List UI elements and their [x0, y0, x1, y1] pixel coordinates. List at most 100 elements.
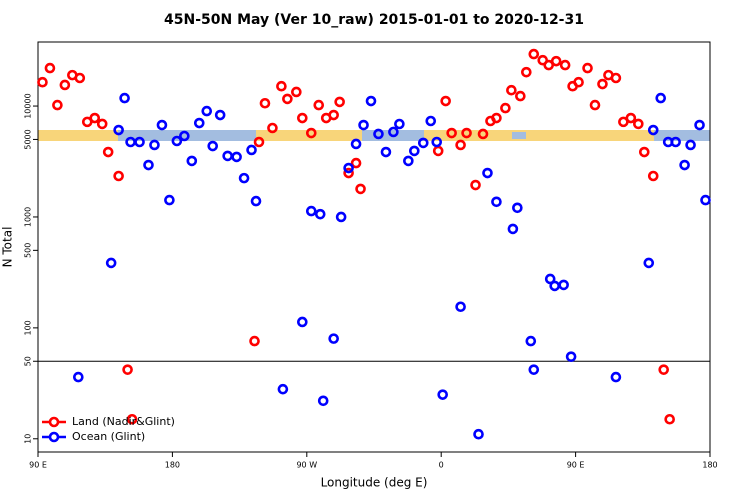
legend-label: Land (Nadir&Glint) — [72, 415, 175, 428]
point — [276, 80, 287, 92]
point — [694, 119, 705, 131]
point — [113, 170, 124, 182]
point — [638, 146, 650, 158]
point — [409, 145, 420, 157]
point — [655, 92, 667, 104]
point — [201, 105, 213, 117]
point — [119, 92, 130, 104]
point — [59, 79, 71, 91]
chart-title: 45N-50N May (Ver 10_raw) 2015-01-01 to 2… — [164, 12, 584, 28]
point — [528, 364, 540, 375]
point — [425, 115, 437, 127]
point — [565, 351, 577, 362]
point — [388, 126, 399, 138]
point — [134, 136, 145, 148]
point — [164, 194, 175, 206]
point — [74, 72, 86, 84]
y-tick-label: 1000 — [24, 207, 33, 227]
point — [171, 135, 183, 147]
point — [282, 93, 293, 105]
point — [149, 139, 160, 151]
point — [305, 205, 317, 217]
point — [670, 136, 681, 148]
point — [343, 162, 354, 174]
point — [238, 172, 250, 184]
point — [437, 389, 448, 400]
point — [291, 86, 302, 98]
point — [528, 48, 540, 60]
x-tick-label: 180 — [702, 461, 717, 470]
point — [597, 78, 608, 90]
point — [350, 157, 362, 169]
point — [573, 76, 584, 88]
plot-frame — [37, 41, 711, 453]
point — [305, 127, 317, 139]
point — [365, 95, 377, 107]
point — [277, 383, 289, 395]
point — [491, 112, 502, 124]
point — [633, 118, 644, 130]
legend-marker — [48, 431, 60, 443]
point — [461, 127, 472, 139]
point — [373, 128, 384, 140]
y-tick-label: 500 — [24, 243, 33, 258]
legend-marker — [48, 416, 60, 428]
point — [156, 119, 168, 131]
point — [521, 66, 532, 78]
ocean-band — [654, 130, 710, 141]
x-axis-label: Longitude (deg E) — [321, 476, 428, 490]
point — [512, 202, 523, 214]
x-tick-label: 90 E — [567, 461, 585, 470]
point — [267, 122, 278, 134]
point — [207, 140, 219, 152]
point — [253, 136, 265, 148]
point — [314, 208, 326, 220]
point — [231, 151, 242, 163]
point — [334, 96, 345, 108]
x-tick-label: 90 E — [29, 461, 47, 470]
point — [250, 195, 262, 207]
point — [610, 72, 622, 84]
point — [610, 371, 622, 383]
point — [73, 371, 84, 383]
point — [102, 146, 114, 158]
point — [455, 301, 466, 313]
point — [700, 194, 711, 206]
point — [625, 112, 637, 124]
point — [491, 196, 502, 208]
point — [482, 167, 493, 179]
point — [249, 335, 260, 347]
point — [455, 139, 466, 151]
ocean-band — [118, 130, 256, 141]
point — [297, 316, 308, 328]
point — [179, 130, 190, 142]
point — [664, 413, 675, 425]
y-tick-label: 50 — [24, 356, 33, 366]
point — [647, 170, 659, 182]
point — [52, 99, 63, 111]
point — [440, 95, 451, 107]
ocean-band — [512, 132, 526, 139]
point — [394, 118, 405, 130]
y-tick-label: 10000 — [24, 93, 33, 118]
point — [500, 102, 511, 114]
y-tick-label: 5000 — [24, 129, 33, 149]
point — [343, 167, 354, 179]
point — [89, 112, 101, 124]
x-tick-label: 0 — [439, 461, 444, 470]
point — [558, 279, 569, 291]
y-axis-label: N Total — [1, 227, 15, 268]
point — [113, 124, 124, 136]
x-tick-label: 180 — [165, 461, 180, 470]
point — [380, 146, 392, 158]
point — [259, 97, 271, 109]
point — [643, 257, 655, 269]
point — [589, 99, 601, 111]
point — [544, 273, 556, 285]
point — [355, 183, 366, 195]
point — [335, 211, 347, 223]
legend-label: Ocean (Glint) — [72, 430, 145, 443]
point — [186, 155, 198, 167]
point — [358, 119, 369, 131]
